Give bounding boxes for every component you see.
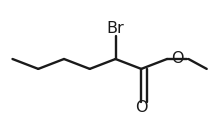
Text: O: O [172,51,184,67]
Text: O: O [135,100,148,115]
Text: Br: Br [107,21,124,36]
